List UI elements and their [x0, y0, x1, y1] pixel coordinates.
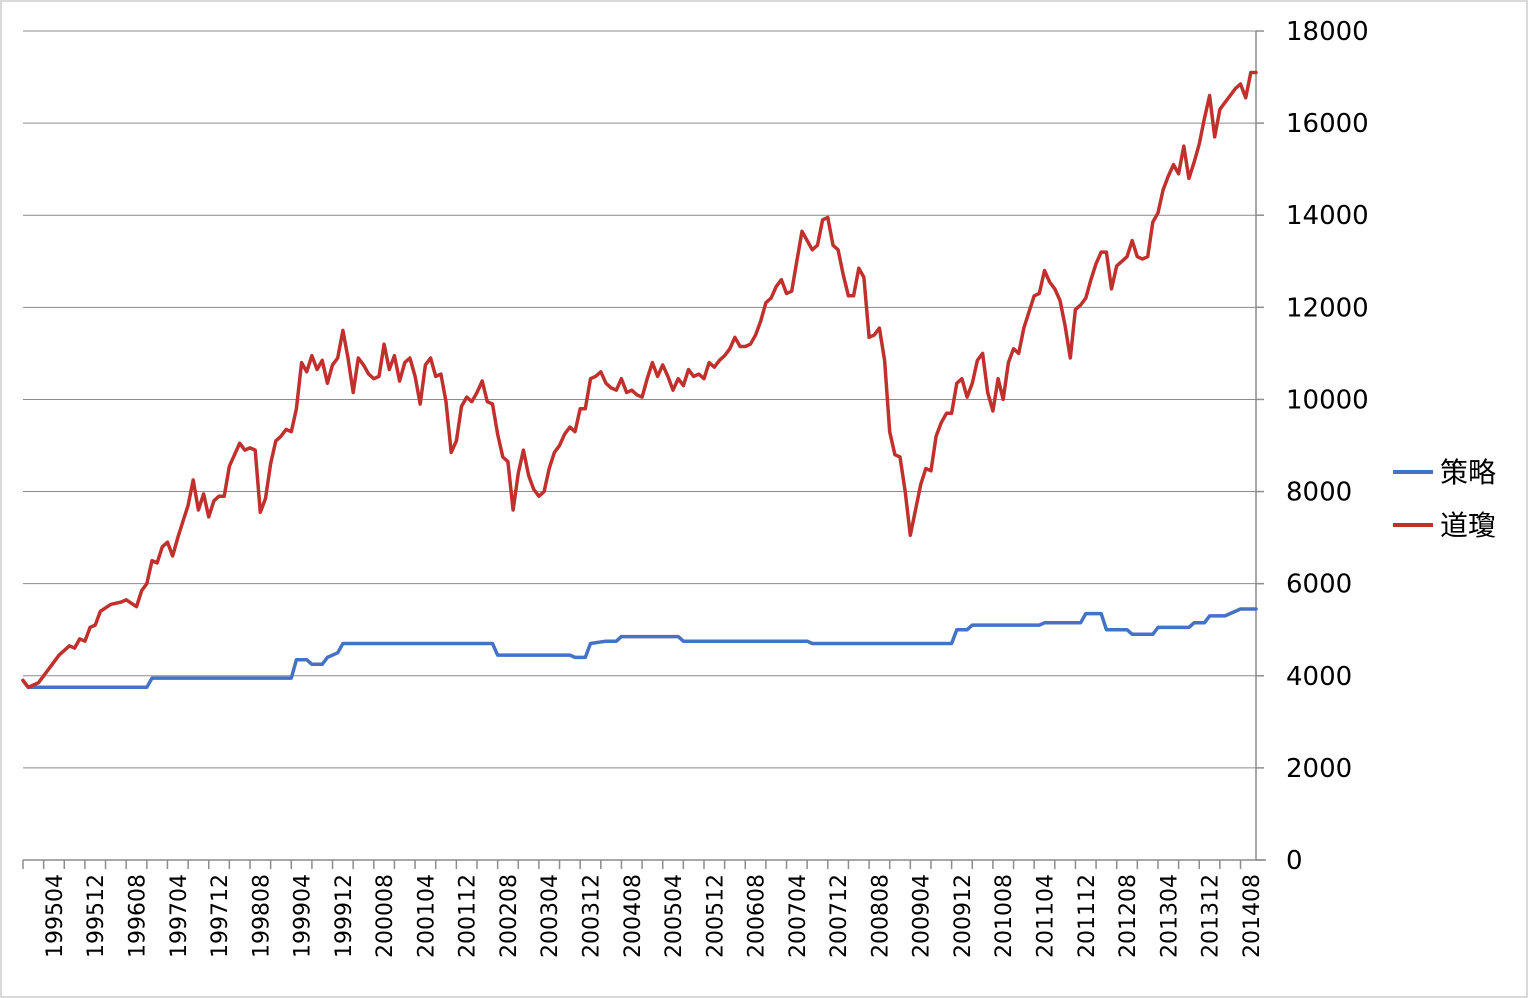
x-tick-label: 199808 [249, 874, 274, 958]
x-tick-label: 200512 [703, 874, 728, 958]
x-tick-label: 199608 [125, 874, 150, 958]
y-tick-label: 0 [1286, 846, 1303, 876]
x-tick-label: 201408 [1240, 874, 1265, 958]
x-tick-label: 199704 [167, 874, 192, 958]
x-tick-label: 200808 [868, 874, 893, 958]
y-tick-label: 2000 [1286, 754, 1352, 784]
x-tick-label: 201112 [1075, 874, 1100, 958]
y-tick-label: 16000 [1286, 109, 1369, 139]
x-tick-label: 200208 [497, 874, 522, 958]
x-tick-label: 200112 [456, 874, 481, 958]
series-line-2 [21, 70, 1258, 690]
x-tick-label: 201312 [1199, 874, 1224, 958]
y-tick-label: 4000 [1286, 662, 1352, 692]
x-tick-label: 200408 [621, 874, 646, 958]
x-tick-label: 200104 [414, 874, 439, 958]
x-tick-label: 200312 [579, 874, 604, 958]
x-tick-label: 200704 [786, 874, 811, 958]
x-tick-label: 200008 [373, 874, 398, 958]
y-tick-label: 12000 [1286, 293, 1369, 323]
x-tick-label: 201008 [992, 874, 1017, 958]
x-tick-label: 200504 [662, 874, 687, 958]
x-tick-label: 199712 [208, 874, 233, 958]
x-tick-label: 199512 [84, 874, 109, 958]
x-tick-label: 200912 [951, 874, 976, 958]
y-tick-label: 6000 [1286, 570, 1352, 600]
x-tick-label: 201208 [1116, 874, 1141, 958]
series-line-1 [21, 607, 1258, 690]
x-tick-label: 199912 [332, 874, 357, 958]
legend-label-2: 道瓊 [1440, 509, 1496, 542]
x-tick-label: 201104 [1033, 874, 1058, 958]
y-tick-label: 14000 [1286, 201, 1369, 231]
x-axis-tick-labels: 199504 199512 199608 199704 199712 199808 1999… [43, 874, 1265, 958]
gridlines [23, 30, 1256, 769]
x-tick-label: 201304 [1157, 874, 1182, 958]
x-tick-label: 199504 [43, 874, 68, 958]
y-tick-label: 10000 [1286, 385, 1369, 415]
x-tick-label: 200608 [745, 874, 770, 958]
y-tick-label: 8000 [1286, 478, 1352, 508]
x-tick-label: 199904 [291, 874, 316, 958]
x-tick-label: 200904 [910, 874, 935, 958]
x-tick-label: 200712 [827, 874, 852, 958]
x-tick-label: 200304 [538, 874, 563, 958]
y-tick-label: 18000 [1286, 17, 1369, 47]
y-axis-tick-labels: 0 2000 4000 6000 8000 10000 12000 14000 16000 180… [1286, 17, 1369, 876]
legend-label-1: 策略 [1440, 456, 1496, 489]
axes [22, 30, 1266, 869]
series-lines [21, 70, 1258, 690]
